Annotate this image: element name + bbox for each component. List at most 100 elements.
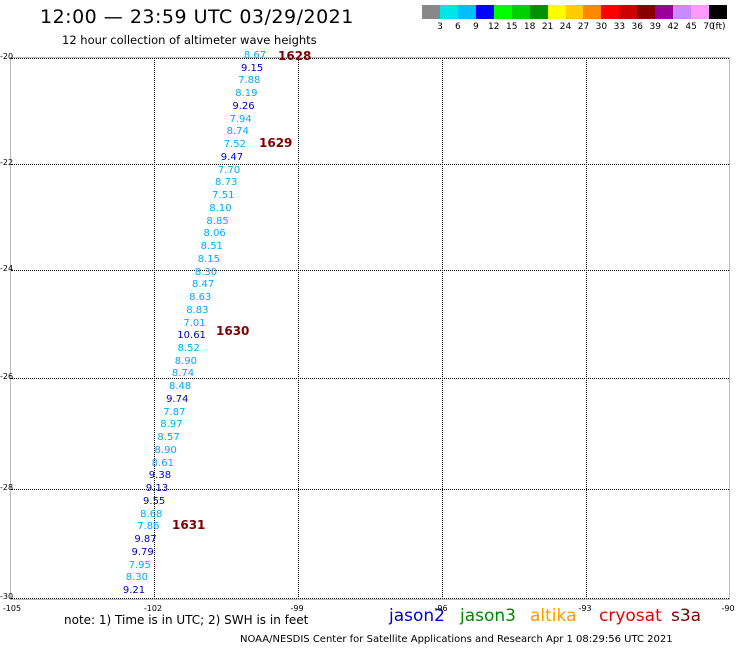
wave-height-value: 7.86 [137, 521, 160, 533]
gridline-lat [11, 58, 729, 59]
gridline-lat [11, 598, 729, 599]
wave-height-value: 9.79 [131, 546, 154, 558]
wave-height-value: 8.30 [194, 266, 218, 278]
wave-height-value: 8.10 [209, 202, 232, 214]
time-label: 1631 [172, 518, 206, 532]
wave-height-value: 9.55 [143, 495, 166, 507]
colorbar-unit: (ft) [712, 22, 726, 32]
colorbar-swatch [493, 5, 512, 19]
credit-line: NOAA/NESDIS Center for Satellite Applica… [240, 634, 673, 645]
colorbar-swatch [511, 5, 530, 19]
time-label: 1629 [259, 136, 293, 150]
colorbar-label: 18 [523, 22, 536, 32]
colorbar-label: 24 [559, 22, 572, 32]
wave-height-value: 7.70 [217, 164, 241, 176]
colorbar-swatch [457, 5, 476, 19]
legend-jason3: jason3 [460, 606, 516, 626]
wave-height-value: 7.52 [223, 139, 246, 151]
gridline-lon [298, 58, 299, 599]
map-title: 12:00 — 23:59 UTC 03/29/2021 [40, 6, 354, 28]
wave-height-value: 8.19 [235, 88, 258, 100]
wave-height-value: 8.67 [243, 50, 267, 61]
colorbar-swatch [547, 5, 566, 19]
wave-height-value: 9.87 [134, 534, 157, 546]
colorbar-swatch [583, 5, 602, 19]
colorbar-swatch [673, 5, 692, 19]
wave-height-value: 8.51 [200, 241, 223, 253]
colorbar-swatch [709, 5, 727, 19]
colorbar-swatch [637, 5, 656, 19]
lat-label: -26 [0, 372, 14, 381]
colorbar-label: 15 [505, 22, 518, 32]
lon-label: -90 [721, 604, 735, 613]
colorbar-label: 30 [595, 22, 608, 32]
wave-height-value: 8.90 [154, 444, 177, 456]
colorbar-swatch [601, 5, 620, 19]
colorbar-label: 6 [455, 22, 461, 32]
wave-height-value: 8.90 [174, 355, 197, 367]
wave-height-value: 9.47 [220, 151, 244, 163]
colorbar-swatch [565, 5, 584, 19]
lon-label: -99 [290, 604, 304, 613]
colorbar-label: 45 [685, 22, 697, 32]
colorbar-label: 36 [631, 22, 644, 32]
wave-height-value: 8.97 [160, 419, 183, 431]
wave-height-value: 8.06 [203, 228, 226, 240]
wave-height-value: 8.30 [125, 572, 149, 584]
lat-label: -30 [0, 592, 14, 601]
colorbar-swatch [691, 5, 709, 19]
colorbar-label: 70 [703, 22, 715, 32]
map-area [10, 57, 730, 600]
wave-height-value: 8.63 [189, 292, 212, 304]
wave-height-value: 9.74 [166, 393, 189, 405]
gridline-lon [586, 58, 587, 599]
gridline-lon [442, 58, 443, 599]
map-subtitle: 12 hour collection of altimeter wave hei… [62, 33, 317, 47]
colorbar-label: 9 [472, 22, 479, 32]
colorbar-label: 27 [577, 22, 590, 32]
wave-height-value: 7.95 [128, 559, 151, 571]
lon-label: -93 [578, 604, 592, 613]
wave-height-value: 9.13 [145, 483, 169, 495]
wave-height-value: 9.21 [122, 585, 146, 596]
gridline-lat [11, 378, 729, 379]
wave-height-value: 8.74 [171, 368, 195, 380]
wave-height-value: 8.15 [197, 253, 221, 265]
wave-height-value: 8.73 [215, 177, 238, 189]
colorbar-label: 3 [437, 22, 443, 32]
colorbar-label: 39 [649, 22, 661, 32]
colorbar-swatch [619, 5, 638, 19]
colorbar-swatch [422, 5, 440, 19]
wave-height-value: 8.47 [192, 279, 215, 291]
colorbar-label: 21 [541, 22, 554, 32]
lon-label: -96 [434, 604, 448, 613]
gridline-lat [11, 164, 729, 165]
gridline-lat [11, 489, 729, 490]
legend-cryosat: cryosat [599, 606, 662, 626]
wave-height-value: 8.85 [206, 215, 229, 227]
wave-height-value: 9.15 [240, 62, 264, 74]
lat-label: -28 [0, 483, 14, 492]
wave-height-value: 7.01 [183, 317, 206, 329]
colorbar-swatch [475, 5, 494, 19]
time-label: 1628 [278, 49, 312, 63]
lon-label: -102 [143, 604, 163, 613]
legend-altika: altika [530, 606, 577, 626]
wave-height-value: 8.74 [226, 126, 249, 138]
wave-height-value: 7.88 [238, 75, 261, 87]
wave-height-value: 8.57 [157, 432, 180, 444]
wave-height-value: 9.26 [232, 100, 255, 112]
wave-height-colorbar [422, 5, 727, 19]
lon-label: -105 [2, 604, 22, 613]
wave-height-value: 7.51 [212, 190, 235, 202]
colorbar-label: 42 [667, 22, 679, 32]
wave-height-value: 8.68 [140, 508, 163, 520]
wave-height-value: 7.87 [163, 406, 186, 418]
wave-height-value: 8.48 [168, 381, 192, 393]
colorbar-swatch [529, 5, 548, 19]
time-label: 1630 [216, 324, 250, 338]
colorbar-swatch [655, 5, 674, 19]
legend-s3a: s3a [671, 606, 702, 626]
colorbar-label: 33 [613, 22, 626, 32]
colorbar-swatch [439, 5, 458, 19]
